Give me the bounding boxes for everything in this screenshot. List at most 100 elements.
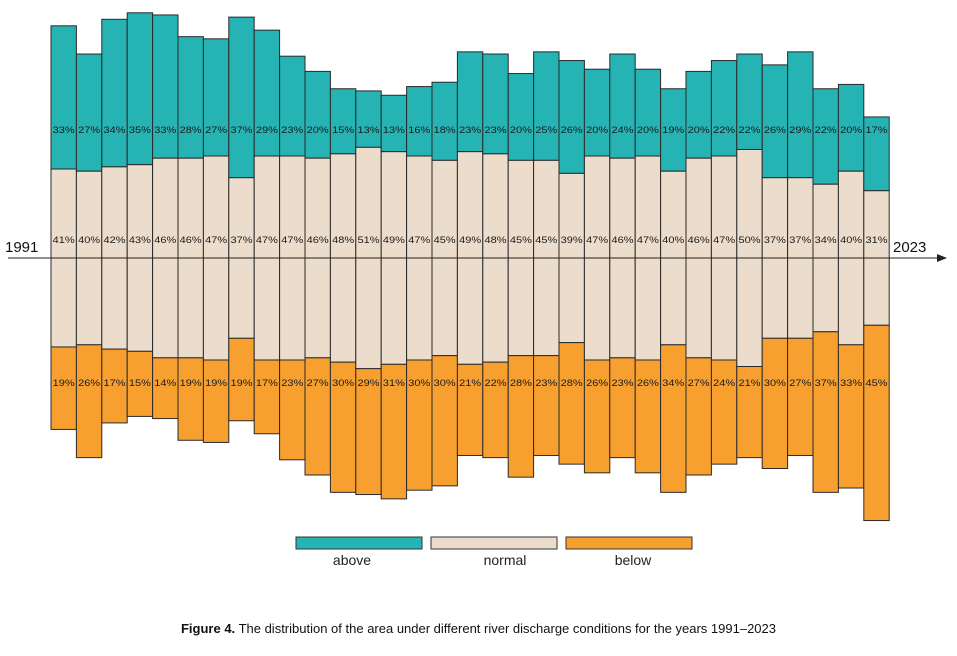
- data-label-normal-2004: 49%: [383, 235, 406, 246]
- data-label-below-2012: 26%: [586, 378, 609, 389]
- data-label-normal-1991: 41%: [53, 235, 76, 246]
- data-label-below-2023: 45%: [866, 378, 889, 389]
- bar-stack-2020: 29% 37% 27%: [787, 51, 814, 456]
- data-label-normal-2006: 45%: [434, 235, 457, 246]
- bar-above-2019: [761, 64, 789, 179]
- bar-stack-1992: 27% 40% 26%: [75, 53, 103, 459]
- bar-stack-2022: 20% 40% 33%: [837, 83, 865, 489]
- figure-caption: Figure 4. The distribution of the area u…: [0, 621, 957, 636]
- bar-below-2022: [837, 344, 865, 489]
- bar-below-2004: [380, 363, 408, 500]
- bar-group: 33%41%19%27%40%26%34%42%17%35%43%15%33%4…: [50, 12, 890, 522]
- data-label-above-2021: 22%: [815, 125, 838, 136]
- bar-above-2001: [304, 70, 331, 159]
- legend-label-above: above: [333, 552, 371, 568]
- data-label-normal-2007: 49%: [459, 235, 482, 246]
- bar-above-2009: [507, 73, 535, 161]
- data-label-above-2000: 23%: [281, 125, 304, 136]
- data-label-above-2015: 19%: [662, 125, 685, 136]
- data-label-below-2000: 23%: [281, 378, 304, 389]
- bar-above-2004: [380, 94, 408, 153]
- bar-below-2011: [558, 342, 585, 465]
- bar-below-2012: [583, 359, 611, 474]
- data-label-normal-2015: 40%: [662, 235, 685, 246]
- bar-stack-2010: 25% 45% 23%: [533, 51, 560, 456]
- data-label-below-2005: 30%: [408, 378, 431, 389]
- bar-above-2011: [558, 60, 585, 174]
- bar-above-2021: [812, 88, 839, 185]
- data-label-below-2002: 30%: [332, 378, 355, 389]
- bar-stack-2005: 16% 47% 30%: [406, 86, 433, 491]
- bar-below-1997: [202, 359, 230, 443]
- bar-stack-1997: 27% 47% 19%: [202, 38, 230, 443]
- data-label-normal-1997: 47%: [205, 235, 228, 246]
- bar-below-2010: [533, 355, 560, 456]
- bar-below-2020: [787, 337, 814, 456]
- bar-above-1996: [177, 36, 204, 159]
- data-label-normal-2009: 45%: [510, 235, 533, 246]
- data-label-below-2001: 27%: [307, 378, 330, 389]
- data-label-below-1998: 19%: [231, 378, 254, 389]
- data-label-normal-2016: 46%: [688, 235, 711, 246]
- bar-above-2016: [685, 70, 712, 159]
- data-label-below-1991: 19%: [53, 378, 76, 389]
- bar-above-2002: [329, 88, 357, 155]
- data-label-above-2004: 13%: [383, 125, 406, 136]
- data-label-normal-1994: 43%: [129, 235, 152, 246]
- data-label-above-2003: 13%: [358, 125, 381, 136]
- bar-below-2001: [304, 357, 331, 476]
- data-label-normal-2005: 47%: [408, 235, 431, 246]
- bar-below-1998: [228, 337, 255, 422]
- data-label-normal-1999: 47%: [256, 235, 279, 246]
- bar-above-2010: [533, 51, 560, 161]
- bar-above-2014: [634, 68, 662, 157]
- data-label-normal-2023: 31%: [866, 235, 889, 246]
- data-label-above-2020: 29%: [789, 125, 812, 136]
- bar-stack-2011: 26% 39% 28%: [558, 60, 585, 465]
- bar-below-1999: [253, 359, 281, 435]
- start-year-label: 1991: [5, 239, 38, 256]
- bar-above-1994: [126, 12, 154, 166]
- bar-stack-2013: 24% 46% 23%: [609, 53, 636, 459]
- data-label-normal-2013: 46%: [612, 235, 635, 246]
- bar-below-1991: [50, 346, 77, 430]
- data-label-above-2007: 23%: [459, 125, 482, 136]
- bar-below-2023: [863, 324, 890, 522]
- legend-item-below: below: [565, 536, 693, 568]
- data-label-below-2022: 33%: [840, 378, 863, 389]
- bar-stack-1996: 28% 46% 19%: [177, 36, 204, 441]
- data-label-above-2013: 24%: [612, 125, 635, 136]
- caption-text: The distribution of the area under diffe…: [238, 621, 776, 636]
- bar-below-2017: [710, 359, 738, 465]
- bar-below-2007: [456, 363, 484, 456]
- data-label-normal-2003: 51%: [358, 235, 381, 246]
- legend: above normal below: [295, 536, 693, 568]
- data-label-above-1998: 37%: [231, 125, 254, 136]
- data-label-normal-2022: 40%: [840, 235, 863, 246]
- time-axis-arrowhead: [937, 254, 947, 262]
- data-label-above-2010: 25%: [535, 125, 558, 136]
- bar-above-1991: [50, 25, 77, 170]
- data-label-normal-2011: 39%: [561, 235, 584, 246]
- data-label-normal-2010: 45%: [535, 235, 558, 246]
- time-axis: 1991 2023: [5, 239, 947, 262]
- data-label-above-1997: 27%: [205, 125, 228, 136]
- data-label-below-2014: 26%: [637, 378, 660, 389]
- data-label-below-1997: 19%: [205, 378, 228, 389]
- end-year-label: 2023: [893, 239, 926, 256]
- data-label-above-1996: 28%: [180, 125, 203, 136]
- bar-above-2013: [609, 53, 636, 159]
- legend-label-normal: normal: [484, 552, 527, 568]
- legend-swatch-normal: [430, 536, 558, 550]
- bar-above-2000: [279, 55, 306, 157]
- data-label-normal-2021: 34%: [815, 235, 838, 246]
- data-label-above-1999: 29%: [256, 125, 279, 136]
- data-label-above-2005: 16%: [408, 125, 431, 136]
- bar-below-2008: [482, 361, 509, 459]
- bar-stack-2003: 13% 51% 29%: [355, 90, 382, 496]
- data-label-above-1994: 35%: [129, 125, 152, 136]
- data-label-below-1995: 14%: [154, 378, 177, 389]
- bar-stack-2009: 20% 45% 28%: [507, 73, 535, 478]
- bar-stack-2001: 20% 46% 27%: [304, 70, 331, 476]
- data-label-below-2020: 27%: [789, 378, 812, 389]
